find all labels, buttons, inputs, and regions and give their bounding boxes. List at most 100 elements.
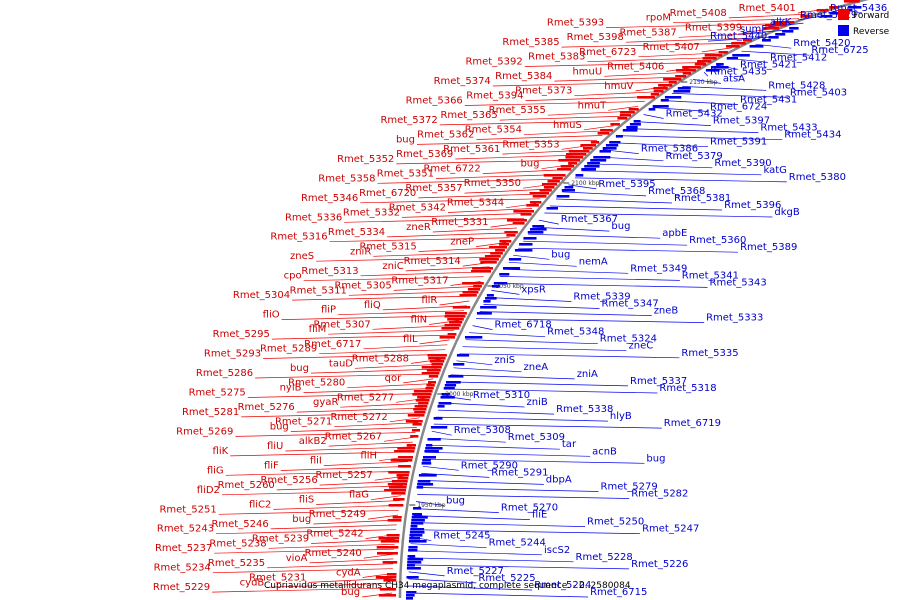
- forward-gene-label[interactable]: fliM: [309, 324, 327, 335]
- reverse-gene-label[interactable]: zneB: [654, 306, 679, 317]
- reverse-gene-label[interactable]: Rmet_5420: [793, 38, 850, 49]
- forward-gene-label[interactable]: Rmet_5235: [208, 558, 265, 569]
- reverse-gene-label[interactable]: Rmet_5341: [682, 270, 739, 281]
- forward-gene-label[interactable]: fliS: [299, 495, 314, 506]
- reverse-gene-label[interactable]: Rmet_5228: [576, 552, 633, 563]
- forward-gene-label[interactable]: Rmet_5355: [489, 105, 546, 116]
- forward-gene-label[interactable]: fliO: [263, 310, 280, 321]
- forward-gene-label[interactable]: Rmet_5272: [330, 412, 387, 423]
- forward-gene-label[interactable]: qor: [385, 373, 402, 384]
- forward-gene-label[interactable]: Rmet_5406: [607, 61, 664, 72]
- forward-gene-label[interactable]: Rmet_5240: [305, 548, 362, 559]
- reverse-gene-label[interactable]: Rmet_5349: [630, 263, 687, 274]
- reverse-gene-label[interactable]: Rmet_5389: [740, 242, 797, 253]
- forward-gene-label[interactable]: fliQ: [364, 300, 381, 311]
- forward-gene-label[interactable]: Rmet_5317: [391, 276, 448, 287]
- forward-gene-label[interactable]: fliR: [421, 295, 437, 306]
- forward-gene-label[interactable]: Rmet_5246: [211, 519, 268, 530]
- forward-gene-label[interactable]: Rmet_5369: [396, 149, 453, 160]
- reverse-gene-label[interactable]: sumF: [740, 24, 767, 35]
- reverse-gene-label[interactable]: katG: [764, 165, 787, 176]
- forward-gene-label[interactable]: hmuV: [604, 81, 633, 92]
- reverse-gene-label[interactable]: dbpA: [546, 474, 572, 485]
- forward-gene-label[interactable]: zneP: [450, 237, 474, 248]
- forward-gene-label[interactable]: Rmet_5357: [405, 183, 462, 194]
- forward-gene-label[interactable]: Rmet_5315: [359, 242, 416, 253]
- forward-gene-label[interactable]: Rmet_5260: [218, 480, 275, 491]
- forward-gene-label[interactable]: Rmet_5281: [182, 407, 239, 418]
- forward-gene-label[interactable]: Rmet_5393: [547, 18, 604, 29]
- forward-gene-label[interactable]: gyaR: [313, 397, 338, 408]
- forward-gene-label[interactable]: Rmet_5293: [204, 349, 261, 360]
- reverse-gene-label[interactable]: Rmet_5390: [714, 158, 771, 169]
- reverse-gene-label[interactable]: zniA: [577, 369, 598, 380]
- forward-gene-label[interactable]: Rmet_5243: [157, 524, 214, 535]
- forward-gene-label[interactable]: Rmet_5231: [249, 572, 306, 583]
- reverse-gene-label[interactable]: Rmet_5335: [681, 348, 738, 359]
- reverse-gene-label[interactable]: Rmet_5412: [770, 52, 827, 63]
- reverse-gene-label[interactable]: Rmet_5282: [631, 489, 688, 500]
- forward-gene-label[interactable]: Rmet_5374: [434, 76, 491, 87]
- reverse-gene-label[interactable]: bug: [446, 496, 465, 507]
- reverse-gene-label[interactable]: bug: [611, 221, 630, 232]
- forward-gene-label[interactable]: Rmet_5229: [153, 582, 210, 593]
- reverse-gene-label[interactable]: Rmet_5397: [713, 116, 770, 127]
- forward-gene-label[interactable]: Rmet_5289: [260, 344, 317, 355]
- reverse-gene-label[interactable]: dkgB: [774, 207, 799, 218]
- reverse-gene-label[interactable]: Rmet_5347: [602, 299, 659, 310]
- reverse-gene-label[interactable]: Rmet_5386: [641, 144, 698, 155]
- forward-gene-label[interactable]: Rmet_5307: [313, 319, 370, 330]
- forward-gene-label[interactable]: Rmet_5351: [377, 169, 434, 180]
- forward-gene-label[interactable]: Rmet_5313: [301, 266, 358, 277]
- forward-gene-label[interactable]: Rmet_5383: [528, 52, 585, 63]
- forward-gene-label[interactable]: Rmet_5408: [670, 8, 727, 19]
- reverse-gene-label[interactable]: Rmet_5324: [600, 334, 657, 345]
- reverse-gene-label[interactable]: Rmet_5250: [587, 517, 644, 528]
- forward-gene-label[interactable]: cydA: [336, 568, 361, 579]
- forward-gene-label[interactable]: Rmet_5295: [213, 329, 270, 340]
- forward-gene-label[interactable]: Rmet_5276: [238, 402, 295, 413]
- forward-gene-label[interactable]: Rmet_5401: [739, 3, 796, 14]
- forward-gene-label[interactable]: Rmet_5354: [465, 125, 522, 136]
- reverse-gene-label[interactable]: Rmet_5339: [573, 292, 630, 303]
- forward-gene-label[interactable]: flaG: [349, 490, 369, 501]
- forward-gene-label[interactable]: nylB: [280, 383, 302, 394]
- forward-gene-label[interactable]: fliP: [321, 305, 336, 316]
- reverse-gene-label[interactable]: Rmet_5379: [666, 151, 723, 162]
- forward-gene-label[interactable]: bug: [396, 134, 415, 145]
- reverse-gene-label[interactable]: hlyB: [610, 411, 632, 422]
- reverse-gene-label[interactable]: Rmet_5429: [800, 10, 857, 21]
- forward-gene-label[interactable]: alkB2: [299, 436, 327, 447]
- forward-gene-label[interactable]: Rmet_5332: [343, 207, 400, 218]
- reverse-gene-label[interactable]: Rmet_5380: [789, 172, 846, 183]
- forward-gene-label[interactable]: Rmet_5342: [389, 203, 446, 214]
- forward-gene-label[interactable]: Rmet_5277: [337, 392, 394, 403]
- forward-gene-label[interactable]: Rmet_5304: [233, 290, 290, 301]
- forward-gene-label[interactable]: fliU: [267, 441, 283, 452]
- reverse-gene-label[interactable]: nemA: [579, 256, 608, 267]
- forward-gene-label[interactable]: fliF: [264, 461, 279, 472]
- forward-gene-label[interactable]: Rmet_5358: [318, 173, 375, 184]
- forward-gene-label[interactable]: rpoM: [646, 13, 671, 24]
- reverse-gene-label[interactable]: zniS: [494, 355, 515, 366]
- reverse-gene-label[interactable]: Rmet_5279: [601, 482, 658, 493]
- forward-gene-label[interactable]: Rmet_5288: [352, 353, 409, 364]
- forward-gene-label[interactable]: Rmet_5336: [285, 212, 342, 223]
- forward-gene-label[interactable]: Rmet_5372: [380, 115, 437, 126]
- reverse-gene-label[interactable]: alkK: [770, 17, 792, 28]
- forward-gene-label[interactable]: fliD2: [197, 485, 220, 496]
- forward-gene-label[interactable]: vioA: [286, 553, 308, 564]
- forward-gene-label[interactable]: Rmet_5361: [443, 144, 500, 155]
- reverse-gene-label[interactable]: atsA: [723, 73, 745, 84]
- reverse-gene-label[interactable]: Rmet_6725: [811, 45, 868, 56]
- forward-gene-label[interactable]: hmuU: [572, 66, 602, 77]
- forward-gene-label[interactable]: Rmet_5350: [464, 178, 521, 189]
- forward-gene-label[interactable]: Rmet_5373: [515, 86, 572, 97]
- forward-gene-label[interactable]: Rmet_5311: [290, 285, 347, 296]
- forward-gene-label[interactable]: Rmet_5398: [567, 32, 624, 43]
- reverse-gene-label[interactable]: Rmet_5381: [674, 193, 731, 204]
- forward-gene-label[interactable]: Rmet_5256: [260, 475, 317, 486]
- forward-gene-label[interactable]: bug: [292, 514, 311, 525]
- forward-gene-label[interactable]: Rmet_5407: [643, 42, 700, 53]
- forward-gene-label[interactable]: fliL: [403, 334, 418, 345]
